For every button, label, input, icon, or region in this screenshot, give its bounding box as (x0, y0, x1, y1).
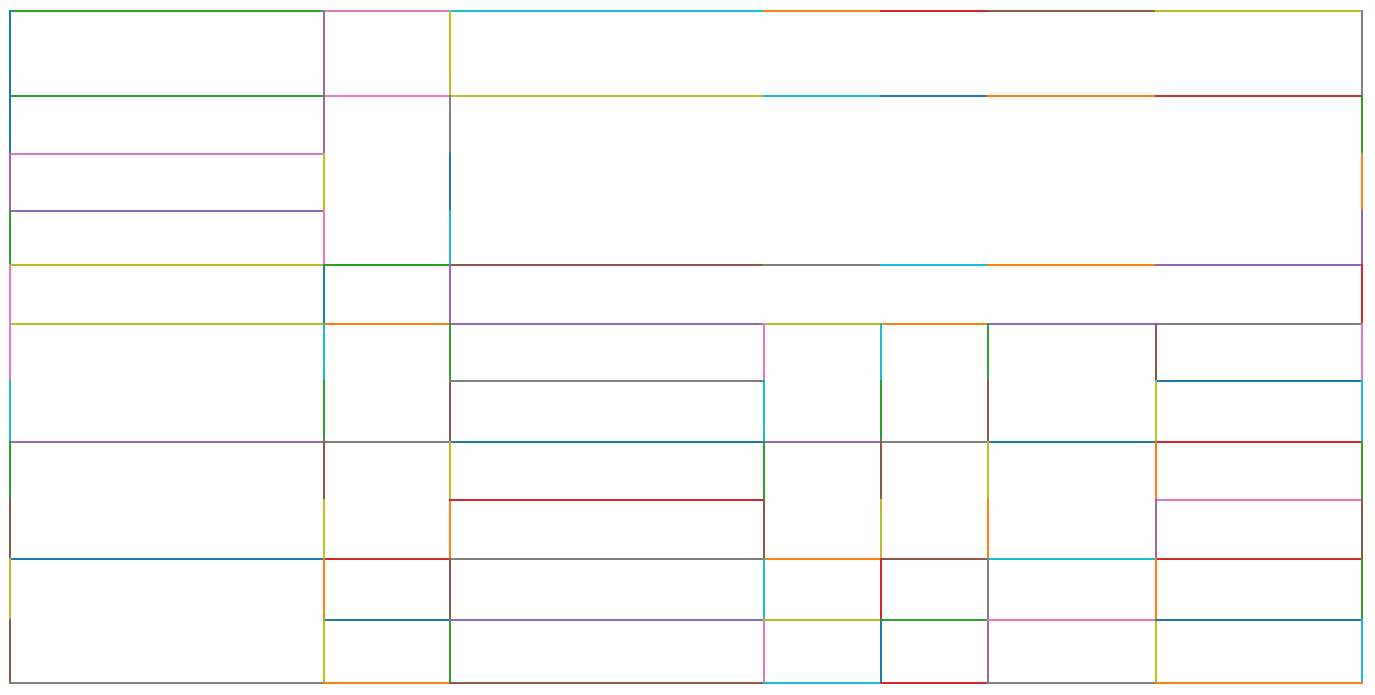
partition-diagram (9, 10, 1363, 684)
